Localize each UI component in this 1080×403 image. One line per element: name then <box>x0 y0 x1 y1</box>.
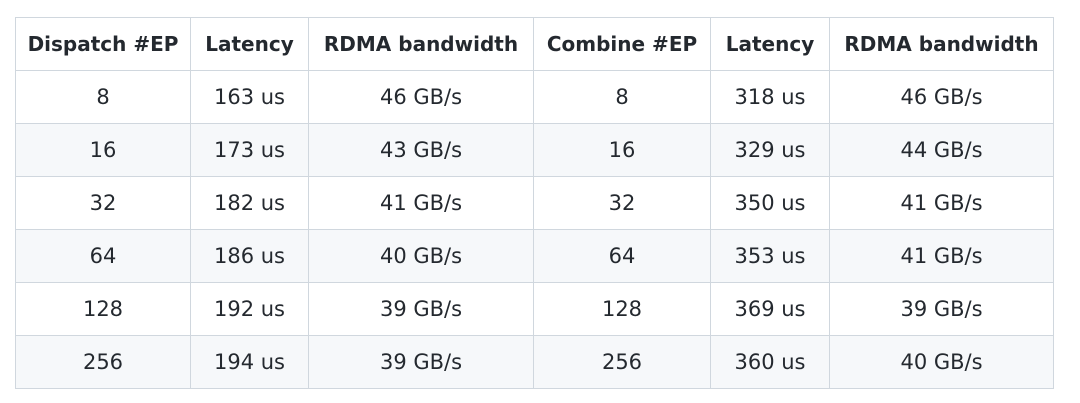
cell-dispatch-latency: 192 us <box>190 282 309 336</box>
benchmark-table: Dispatch #EP Latency RDMA bandwidth Comb… <box>15 17 1054 389</box>
cell-dispatch-latency: 194 us <box>190 335 309 389</box>
cell-combine-latency: 318 us <box>710 70 830 124</box>
table-row: 8 163 us 46 GB/s 8 318 us 46 GB/s <box>15 70 1054 124</box>
cell-combine-latency: 353 us <box>710 229 830 283</box>
cell-combine-ep: 16 <box>533 123 711 177</box>
cell-combine-latency: 350 us <box>710 176 830 230</box>
cell-dispatch-latency: 163 us <box>190 70 309 124</box>
cell-dispatch-bandwidth: 39 GB/s <box>308 335 534 389</box>
cell-combine-ep: 8 <box>533 70 711 124</box>
cell-combine-bandwidth: 46 GB/s <box>829 70 1054 124</box>
header-combine-latency: Latency <box>710 17 830 71</box>
cell-dispatch-latency: 182 us <box>190 176 309 230</box>
cell-combine-bandwidth: 39 GB/s <box>829 282 1054 336</box>
cell-dispatch-ep: 128 <box>15 282 191 336</box>
cell-combine-latency: 329 us <box>710 123 830 177</box>
cell-combine-bandwidth: 40 GB/s <box>829 335 1054 389</box>
header-dispatch-rdma-bandwidth: RDMA bandwidth <box>308 17 534 71</box>
cell-combine-latency: 369 us <box>710 282 830 336</box>
cell-combine-ep: 32 <box>533 176 711 230</box>
table-body: 8 163 us 46 GB/s 8 318 us 46 GB/s 16 173… <box>15 70 1054 389</box>
cell-combine-bandwidth: 44 GB/s <box>829 123 1054 177</box>
header-dispatch-latency: Latency <box>190 17 309 71</box>
cell-dispatch-bandwidth: 43 GB/s <box>308 123 534 177</box>
header-combine-rdma-bandwidth: RDMA bandwidth <box>829 17 1054 71</box>
table-row: 128 192 us 39 GB/s 128 369 us 39 GB/s <box>15 282 1054 336</box>
header-dispatch-ep: Dispatch #EP <box>15 17 191 71</box>
table-row: 64 186 us 40 GB/s 64 353 us 41 GB/s <box>15 229 1054 283</box>
header-combine-ep: Combine #EP <box>533 17 711 71</box>
cell-dispatch-ep: 16 <box>15 123 191 177</box>
cell-dispatch-ep: 64 <box>15 229 191 283</box>
cell-combine-bandwidth: 41 GB/s <box>829 229 1054 283</box>
header-row: Dispatch #EP Latency RDMA bandwidth Comb… <box>15 17 1054 71</box>
cell-combine-latency: 360 us <box>710 335 830 389</box>
cell-dispatch-bandwidth: 46 GB/s <box>308 70 534 124</box>
table-row: 256 194 us 39 GB/s 256 360 us 40 GB/s <box>15 335 1054 389</box>
cell-combine-ep: 64 <box>533 229 711 283</box>
table-header: Dispatch #EP Latency RDMA bandwidth Comb… <box>15 17 1054 71</box>
cell-combine-ep: 128 <box>533 282 711 336</box>
cell-dispatch-latency: 186 us <box>190 229 309 283</box>
cell-combine-bandwidth: 41 GB/s <box>829 176 1054 230</box>
cell-dispatch-bandwidth: 41 GB/s <box>308 176 534 230</box>
table-row: 32 182 us 41 GB/s 32 350 us 41 GB/s <box>15 176 1054 230</box>
cell-dispatch-bandwidth: 39 GB/s <box>308 282 534 336</box>
cell-dispatch-ep: 32 <box>15 176 191 230</box>
table-container: Dispatch #EP Latency RDMA bandwidth Comb… <box>15 17 1054 389</box>
table-row: 16 173 us 43 GB/s 16 329 us 44 GB/s <box>15 123 1054 177</box>
cell-dispatch-bandwidth: 40 GB/s <box>308 229 534 283</box>
cell-dispatch-ep: 256 <box>15 335 191 389</box>
cell-combine-ep: 256 <box>533 335 711 389</box>
cell-dispatch-ep: 8 <box>15 70 191 124</box>
cell-dispatch-latency: 173 us <box>190 123 309 177</box>
